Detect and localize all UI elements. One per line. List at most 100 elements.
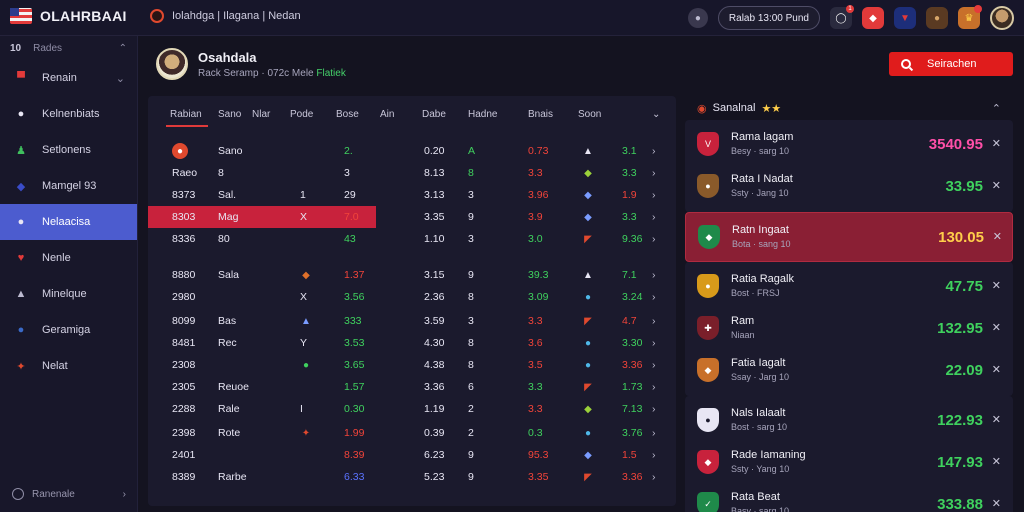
top-nav[interactable]: Iolahdga | Ilagana | Nedan bbox=[150, 9, 301, 23]
table-row[interactable]: 8880 Sala ◆ 1.37 3.15 9 39.3 ▲ 7.1 › bbox=[148, 264, 676, 286]
chevron-right-icon[interactable]: › bbox=[652, 315, 656, 327]
top-nav-links[interactable]: Iolahdga | Ilagana | Nedan bbox=[172, 10, 301, 22]
table-cell[interactable]: 3 bbox=[344, 167, 350, 179]
chevron-right-icon[interactable]: › bbox=[652, 167, 656, 179]
table-row[interactable]: 8303 Mag X 7.0 3.35 9 3.9 ◆ 3.3 › bbox=[148, 206, 676, 228]
chevron-right-icon[interactable]: › bbox=[652, 403, 656, 415]
column-header-tab[interactable]: Pode bbox=[290, 109, 314, 120]
match-row[interactable]: ✓ Rata Beat Basy · sarg 10 333.88 ✕ bbox=[685, 484, 1013, 512]
table-cell[interactable]: 3.76 bbox=[622, 427, 643, 439]
table-cell[interactable]: 3.36 bbox=[622, 359, 643, 371]
table-row[interactable]: 8099 Bas ▲ 333 3.59 3 3.3 ◤ 4.7 › bbox=[148, 310, 676, 332]
match-value[interactable]: 130.05 bbox=[938, 229, 984, 246]
match-value[interactable]: 22.09 bbox=[945, 362, 983, 379]
match-row[interactable]: ◆ Fatia Iagalt Ssay · Jarg 10 22.09 ✕ bbox=[685, 350, 1013, 390]
match-value[interactable]: 122.93 bbox=[937, 412, 983, 429]
table-cell[interactable]: 1.37 bbox=[344, 269, 365, 281]
match-row[interactable]: ● Rata I Nadat Ssty · Jang 10 33.95 ✕ bbox=[685, 166, 1013, 206]
close-icon[interactable]: ✕ bbox=[991, 180, 1001, 192]
chevron-right-icon[interactable]: › bbox=[652, 359, 656, 371]
column-header-tab[interactable]: Sano bbox=[218, 109, 242, 120]
profile-avatar[interactable] bbox=[156, 48, 188, 80]
table-cell[interactable]: 3.3 bbox=[622, 167, 637, 179]
column-header-tab[interactable]: Nlar bbox=[252, 109, 271, 120]
table-cell[interactable]: 3.36 bbox=[622, 471, 643, 483]
trophy-button[interactable]: ♛ bbox=[958, 5, 982, 29]
sidebar-item[interactable]: ▲ Minelque bbox=[0, 276, 137, 312]
table-row[interactable]: 2288 Rale I 0.30 1.19 2 3.3 ◆ 7.13 › bbox=[148, 398, 676, 420]
table-cell[interactable]: 1.9 bbox=[622, 189, 637, 201]
table-cell[interactable]: 3.24 bbox=[622, 291, 643, 303]
table-row[interactable]: 2305 Reuoe 1.57 3.36 6 3.3 ◤ 1.73 › bbox=[148, 376, 676, 398]
match-value[interactable]: 147.93 bbox=[937, 454, 983, 471]
table-cell[interactable]: 0.73 bbox=[528, 145, 549, 157]
table-cell[interactable]: 39.3 bbox=[528, 269, 549, 281]
red-club-badge[interactable]: ◆ bbox=[862, 7, 884, 29]
table-cell[interactable]: 29 bbox=[344, 189, 356, 201]
user-avatar[interactable] bbox=[990, 6, 1014, 30]
match-value[interactable]: 333.88 bbox=[937, 496, 983, 512]
table-row[interactable]: 8481 Rec Y 3.53 4.30 8 3.6 ● 3.30 › bbox=[148, 332, 676, 354]
notifications-button[interactable]: ◯ 1 bbox=[830, 5, 854, 29]
column-header-tab[interactable]: Ain bbox=[380, 109, 395, 120]
settings-button[interactable]: ● bbox=[687, 8, 708, 28]
sidebar-item[interactable]: ● Kelnenbiats bbox=[0, 96, 137, 132]
table-cell[interactable]: 0.30 bbox=[344, 403, 365, 415]
close-icon[interactable]: ✕ bbox=[991, 414, 1001, 426]
balance-pill[interactable]: Ralab 13:00 Pund bbox=[717, 6, 820, 30]
match-row[interactable]: ● Ratia Ragalk Bost · FRSJ 47.75 ✕ bbox=[685, 266, 1013, 306]
table-cell[interactable]: 1.73 bbox=[622, 381, 643, 393]
match-row[interactable]: V Rama lagam Besy · sarg 10 3540.95 ✕ bbox=[685, 124, 1013, 164]
table-cell[interactable]: 3.0 bbox=[528, 233, 543, 245]
chevron-up-icon[interactable]: ⌃ bbox=[991, 102, 1001, 115]
sidebar-footer[interactable]: Ranenale › bbox=[12, 488, 126, 500]
table-cell[interactable]: 3.30 bbox=[622, 337, 643, 349]
match-value[interactable]: 132.95 bbox=[937, 320, 983, 337]
table-cell[interactable]: 6.33 bbox=[344, 471, 365, 483]
table-cell[interactable]: 1.5 bbox=[622, 449, 637, 461]
table-cell[interactable]: 3.56 bbox=[344, 291, 365, 303]
match-value[interactable]: 33.95 bbox=[945, 178, 983, 195]
table-row[interactable]: 2401 8.39 6.23 9 95.3 ◆ 1.5 › bbox=[148, 444, 676, 466]
table-cell[interactable]: 3.53 bbox=[344, 337, 365, 349]
table-cell[interactable]: 3.1 bbox=[622, 145, 637, 157]
table-row[interactable]: 2308 ● 3.65 4.38 8 3.5 ● 3.36 › bbox=[148, 354, 676, 376]
sidebar-item[interactable]: ♟ Setlonens bbox=[0, 132, 137, 168]
close-icon[interactable]: ✕ bbox=[991, 280, 1001, 292]
table-row[interactable]: ● Sano 2. 0.20 A 0.73 ▲ 3.1 › bbox=[148, 140, 676, 162]
column-header-tab[interactable]: Bose bbox=[336, 109, 359, 120]
table-cell[interactable]: 43 bbox=[344, 233, 356, 245]
chevron-right-icon[interactable]: › bbox=[652, 427, 656, 439]
table-row[interactable]: 8389 Rarbe 6.33 5.23 9 3.35 ◤ 3.36 › bbox=[148, 466, 676, 488]
match-value[interactable]: 47.75 bbox=[945, 278, 983, 295]
table-cell[interactable]: 3.3 bbox=[528, 315, 543, 327]
match-value[interactable]: 3540.95 bbox=[928, 136, 983, 153]
player-avatar-button[interactable]: ● bbox=[926, 7, 948, 29]
table-cell[interactable]: 3.3 bbox=[528, 167, 543, 179]
column-header-tab[interactable]: Hadne bbox=[468, 109, 498, 120]
table-cell[interactable]: 3.96 bbox=[528, 189, 549, 201]
sidebar-item[interactable]: ▀ Renain ⌄ bbox=[0, 60, 137, 96]
table-cell[interactable]: 3.6 bbox=[528, 337, 543, 349]
close-icon[interactable]: ✕ bbox=[991, 498, 1001, 510]
sidebar-item[interactable]: ◆ Mamgel 93 bbox=[0, 168, 137, 204]
chevron-right-icon[interactable]: › bbox=[652, 145, 656, 157]
table-cell[interactable]: 8.39 bbox=[344, 449, 365, 461]
sidebar-header[interactable]: 10 Rades ⌃ bbox=[0, 36, 137, 60]
column-header-tab[interactable]: Bnais bbox=[528, 109, 554, 120]
table-cell[interactable]: 4.7 bbox=[622, 315, 637, 327]
table-row[interactable]: 8336 80 43 1.10 3 3.0 ◤ 9.36 › bbox=[148, 228, 676, 250]
table-row[interactable]: 2980 X 3.56 2.36 8 3.09 ● 3.24 › bbox=[148, 286, 676, 308]
sidebar-item[interactable]: ✦ Nelat bbox=[0, 348, 137, 384]
table-cell[interactable]: 3.9 bbox=[528, 211, 543, 223]
column-header-tab[interactable]: Dabe bbox=[422, 109, 446, 120]
table-cell[interactable]: 333 bbox=[344, 315, 362, 327]
chevron-down-icon[interactable]: ⌄ bbox=[652, 109, 661, 120]
column-header-tab[interactable]: Soon bbox=[578, 109, 602, 120]
sidebar-item[interactable]: ● Geramiga bbox=[0, 312, 137, 348]
table-cell[interactable]: 3.3 bbox=[528, 403, 543, 415]
chevron-right-icon[interactable]: › bbox=[652, 291, 656, 303]
chevron-right-icon[interactable]: › bbox=[652, 233, 656, 245]
table-cell[interactable]: 95.3 bbox=[528, 449, 549, 461]
table-cell[interactable]: 9.36 bbox=[622, 233, 643, 245]
